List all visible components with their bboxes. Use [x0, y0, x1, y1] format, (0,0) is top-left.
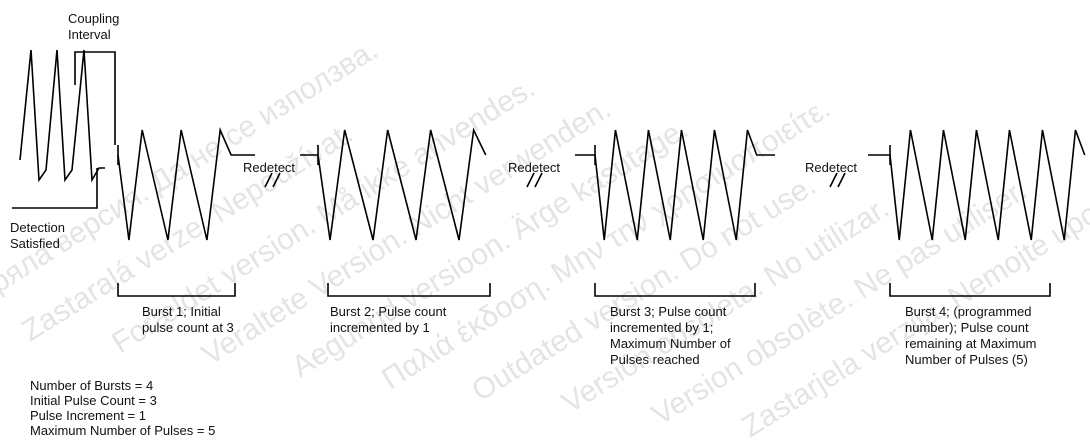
coupling-label: Coupling [68, 11, 119, 26]
tachy-rhythm [19, 49, 105, 183]
coupling-label: Interval [68, 27, 111, 42]
burst-caption: pulse count at 3 [142, 320, 234, 335]
break-mark [526, 172, 535, 188]
redetect-label: Redetect [805, 160, 857, 175]
burst-pulses [594, 129, 775, 241]
burst-caption: Maximum Number of [610, 336, 731, 351]
break-mark [264, 172, 273, 188]
burst-caption: number); Pulse count [905, 320, 1029, 335]
burst-caption: Number of Pulses (5) [905, 352, 1028, 367]
redetect-label: Redetect [508, 160, 560, 175]
burst-caption: Burst 1; Initial [142, 304, 221, 319]
break-mark [829, 172, 838, 188]
burst-bracket [594, 283, 756, 297]
break-mark [534, 172, 543, 188]
parameter: Pulse Increment = 1 [30, 408, 146, 423]
burst-bracket [889, 283, 1051, 297]
break-mark [272, 172, 281, 188]
parameter: Maximum Number of Pulses = 5 [30, 423, 215, 438]
parameter: Number of Bursts = 4 [30, 378, 153, 393]
detection-label: Satisfied [10, 236, 60, 251]
burst-caption: remaining at Maximum [905, 336, 1037, 351]
break-mark [837, 172, 846, 188]
burst-caption: Burst 2; Pulse count [330, 304, 447, 319]
burst-pulses [317, 127, 487, 241]
watermark: Остаряла версия. Да не се използва.Zasta… [0, 33, 1090, 444]
burst-caption: Pulses reached [610, 352, 700, 367]
redetect-label: Redetect [243, 160, 295, 175]
detection-line [12, 168, 98, 209]
burst-caption: Burst 3; Pulse count [610, 304, 727, 319]
bursts [117, 126, 1086, 297]
parameter: Initial Pulse Count = 3 [30, 393, 157, 408]
burst-caption: incremented by 1 [330, 320, 430, 335]
burst-pulses [117, 126, 255, 241]
burst-bracket [327, 283, 491, 297]
burst-pulses [889, 129, 1086, 241]
coupling-bracket [74, 51, 116, 145]
burst-caption: incremented by 1; [610, 320, 713, 335]
burst-bracket [117, 283, 236, 297]
detection-label: Detection [10, 220, 65, 235]
burst-caption: Burst 4; (programmed [905, 304, 1031, 319]
